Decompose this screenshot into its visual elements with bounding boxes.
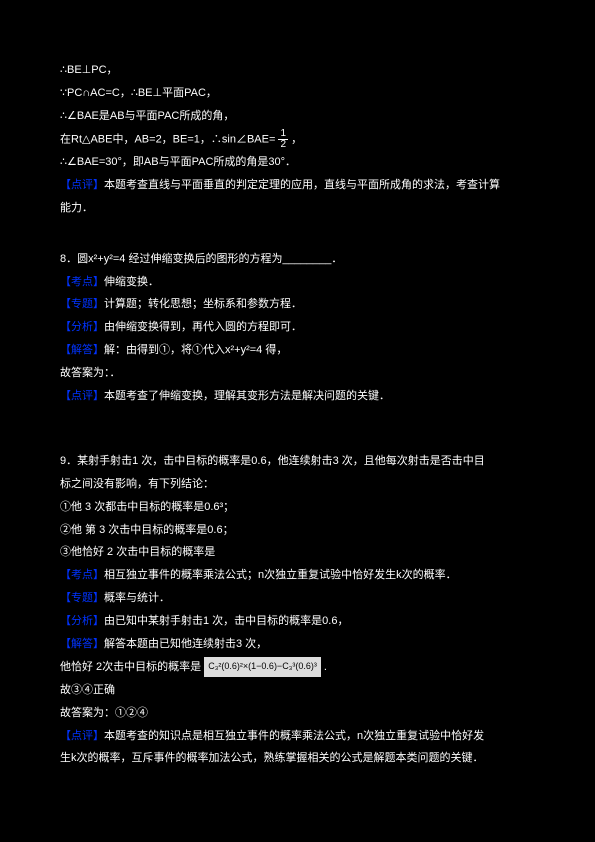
label-dianping: 【点评】 (60, 179, 104, 191)
spacer (60, 221, 535, 249)
text-line: 【专题】概率与统计． (60, 588, 535, 609)
text-body: 计算题；转化思想；坐标系和参数方程． (104, 298, 302, 310)
label-fenxi: 【分析】 (60, 615, 104, 627)
text-line: 【考点】伸缩变换． (60, 272, 535, 293)
text-line: 【点评】本题考查直线与平面垂直的判定定理的应用，直线与平面所成角的求法，考查计算 (60, 175, 535, 196)
text-line: 生k次的概率，互斥事件的概率加法公式，熟练掌握相关的公式是解题本类问题的关键． (60, 748, 535, 769)
text-line: 【分析】由伸缩变换得到，再代入圆的方程即可． (60, 317, 535, 338)
text-pre: 在Rt△ABE中，AB=2，BE=1，∴sin∠BAE= (60, 133, 275, 145)
text-line: ①他 3 次都击中目标的概率是0.6³； (60, 497, 535, 518)
text-body: 解：由得到①，将①代入x²+y²=4 得， (104, 344, 287, 356)
label-zhuanti: 【专题】 (60, 298, 104, 310)
label-kaodian: 【考点】 (60, 569, 104, 581)
text-line: ∵PC∩AC=C，∴BE⊥平面PAC， (60, 83, 535, 104)
text-line: 【点评】本题考查的知识点是相互独立事件的概率乘法公式，n次独立重复试验中恰好发 (60, 726, 535, 747)
text-pre: ③他恰好 2 次击中目标的概率是 (60, 546, 215, 558)
text-body: 本题考查了伸缩变换，理解其变形方法是解决问题的关键． (104, 390, 390, 402)
label-dianping: 【点评】 (60, 730, 104, 742)
text-line: 【点评】本题考查了伸缩变换，理解其变形方法是解决问题的关键． (60, 386, 535, 407)
text-pre: 他恰好 2次击中目标的概率是 (60, 661, 201, 673)
text-body: 本题考查的知识点是相互独立事件的概率乘法公式，n次独立重复试验中恰好发 (104, 730, 484, 742)
text-line: ②他 第 3 次击中目标的概率是0.6； (60, 520, 535, 541)
text-body: 伸缩变换． (104, 276, 159, 288)
text-body: 本题考查直线与平面垂直的判定定理的应用，直线与平面所成角的求法，考查计算 (104, 179, 500, 191)
denominator: 2 (278, 140, 288, 150)
text-line: 故答案为：①②④ (60, 703, 535, 724)
text-line: 【分析】由已知中某射手射击1 次，击中目标的概率是0.6， (60, 611, 535, 632)
text-post: . (324, 661, 327, 673)
fraction: 1 2 (278, 129, 288, 150)
spacer (60, 409, 535, 451)
text-line: ∴BE⊥PC， (60, 60, 535, 81)
label-zhuanti: 【专题】 (60, 592, 104, 604)
text-line: 9．某射手射击1 次，击中目标的概率是0.6，他连续射击3 次，且他每次射击是否… (60, 451, 535, 472)
text-line: ③他恰好 2 次击中目标的概率是 (60, 542, 535, 563)
text-body: 由已知中某射手射击1 次，击中目标的概率是0.6， (104, 615, 348, 627)
text-line: 故答案为：． (60, 363, 535, 384)
text-line: 标之间没有影响，有下列结论： (60, 474, 535, 495)
text-post: ， (291, 133, 302, 145)
text-line: 故③④正确 (60, 680, 535, 701)
text-body: 相互独立事件的概率乘法公式；n次独立重复试验中恰好发生k次的概率． (104, 569, 457, 581)
text-line: ∴∠BAE=30°，即AB与平面PAC所成的角是30°． (60, 152, 535, 173)
label-dianping: 【点评】 (60, 390, 104, 402)
text-line: 【解答】解答本题由已知他连续射击3 次， (60, 634, 535, 655)
text-line: ∴∠BAE是AB与平面PAC所成的角， (60, 106, 535, 127)
formula-box: C₃²(0.6)²×(1−0.6)−C₃³(0.6)³ (204, 657, 321, 676)
text-line: 【考点】相互独立事件的概率乘法公式；n次独立重复试验中恰好发生k次的概率． (60, 565, 535, 586)
text-line: 【解答】解：由得到①，将①代入x²+y²=4 得， (60, 340, 535, 361)
text-line: 他恰好 2次击中目标的概率是 C₃²(0.6)²×(1−0.6)−C₃³(0.6… (60, 657, 535, 678)
label-jieda: 【解答】 (60, 344, 104, 356)
text-body: 解答本题由已知他连续射击3 次， (104, 638, 267, 650)
text-line: 8．圆x²+y²=4 经过伸缩变换后的图形的方程为________． (60, 249, 535, 270)
label-fenxi: 【分析】 (60, 321, 104, 333)
text-line: 能力． (60, 198, 535, 219)
label-jieda: 【解答】 (60, 638, 104, 650)
text-line: 在Rt△ABE中，AB=2，BE=1，∴sin∠BAE= 1 2 ， (60, 129, 535, 150)
label-kaodian: 【考点】 (60, 276, 104, 288)
text-body: 概率与统计． (104, 592, 170, 604)
text-line: 【专题】计算题；转化思想；坐标系和参数方程． (60, 294, 535, 315)
text-body: 由伸缩变换得到，再代入圆的方程即可． (104, 321, 302, 333)
